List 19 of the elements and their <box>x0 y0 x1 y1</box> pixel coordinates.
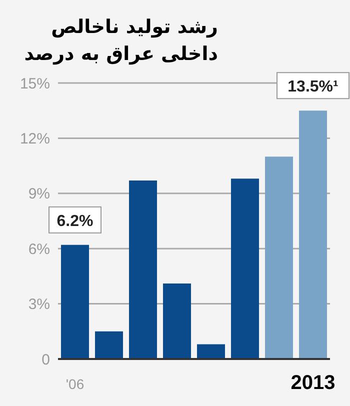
y-tick-label: 3% <box>28 296 50 314</box>
bar <box>265 156 293 359</box>
bar <box>299 110 327 359</box>
chart-title: رشد تولید ناخالص داخلی عراق به درصد <box>23 15 218 67</box>
y-tick-label: 12% <box>20 130 50 148</box>
y-tick-label: 9% <box>28 186 50 203</box>
data-label: 13.5%¹ <box>288 78 338 96</box>
y-tick-label: 6% <box>28 240 50 258</box>
bar <box>61 244 89 359</box>
bar <box>231 178 259 359</box>
y-tick-label: 15% <box>20 75 50 92</box>
y-tick-label: 0 <box>42 351 50 368</box>
bar <box>197 344 225 359</box>
bar <box>95 331 123 359</box>
bar <box>163 284 191 359</box>
x-tick-label: '06 <box>66 376 84 392</box>
x-tick-label: 2013 <box>290 372 336 394</box>
data-label: 6.2% <box>56 212 94 230</box>
bar <box>129 180 157 359</box>
